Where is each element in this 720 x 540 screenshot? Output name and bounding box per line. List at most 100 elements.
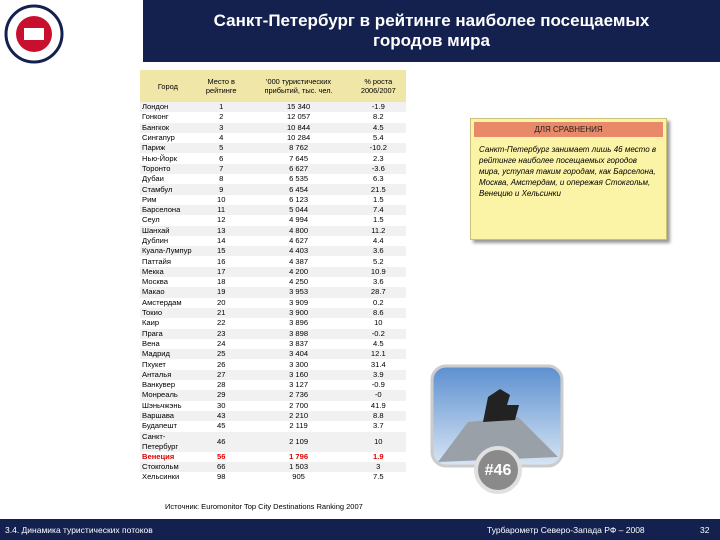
cell: 6 627 <box>246 163 351 175</box>
cell: 8.6 <box>350 307 406 319</box>
cell: 1.9 <box>373 451 384 461</box>
cell: Дубаи <box>142 174 164 184</box>
cell: 10 284 <box>286 133 311 143</box>
table-row: Шанхай 13 4 800 11.2 <box>140 225 406 236</box>
table-row: Париж 5 8 762 -10.2 <box>140 143 406 154</box>
cell: Варшава <box>140 410 196 422</box>
cell: 10.9 <box>350 266 406 278</box>
cell: 5 <box>195 143 247 154</box>
cell: 3 160 <box>246 369 351 381</box>
cell: 24 <box>216 338 226 348</box>
cell: Москва <box>142 277 168 287</box>
table-row: Анталья 27 3 160 3.9 <box>140 369 406 381</box>
cell: Лондон <box>140 102 196 113</box>
cell: 2.3 <box>373 153 384 163</box>
cell: 29 <box>195 390 247 401</box>
column-header: Место в рейтинге <box>195 70 247 102</box>
cell: Хельсинки <box>142 472 180 482</box>
cell: Нью-Йорк <box>142 153 177 163</box>
cell: 10 <box>350 431 406 452</box>
cell: 3 898 <box>246 328 351 339</box>
cell: 3 <box>350 461 406 473</box>
cell: 8.8 <box>350 410 406 422</box>
table-row: Паттайя 16 4 387 5.2 <box>140 256 406 266</box>
logo <box>4 4 64 64</box>
cell: -0.9 <box>371 380 385 390</box>
cell: 31.4 <box>370 359 386 369</box>
cell: 43 <box>195 410 247 422</box>
table-row: Дублин 14 4 627 4.4 <box>140 236 406 246</box>
table-row: Гонконг 2 12 057 8.2 <box>140 112 406 122</box>
cell: Паттайя <box>142 256 171 266</box>
photo: #46 <box>430 364 564 494</box>
ranking-table: Город Место в рейтинге '000 туристических … <box>140 70 406 482</box>
cell: 98 <box>216 472 226 482</box>
table-row: Монреаль 29 2 736 -0 <box>140 390 406 401</box>
cell: 25 <box>195 349 247 360</box>
cell: 14 <box>216 236 226 245</box>
cell: 21 <box>195 307 247 319</box>
cell: 2 109 <box>246 431 351 452</box>
cell: 8 <box>219 174 224 184</box>
cell: Анталья <box>140 369 196 381</box>
table-row: Амстердам 20 3 909 0.2 <box>140 298 406 308</box>
cell: 6 <box>219 153 224 163</box>
header: Санкт-Петербург в рейтинге наиболее посе… <box>143 0 720 62</box>
cell: 4 800 <box>246 225 351 236</box>
cell: Пхукет <box>142 359 166 369</box>
cell: 1 503 <box>246 461 351 473</box>
cell: 4 387 <box>289 256 309 266</box>
cell: 3 900 <box>246 307 351 319</box>
cell: Каир <box>142 318 160 328</box>
cell: 11.2 <box>350 225 406 236</box>
table-row: Куала-Лумпур 15 4 403 3.6 <box>140 246 406 257</box>
cell: 2 <box>219 112 224 122</box>
page-number: 32 <box>700 525 710 535</box>
cell: 26 <box>216 359 226 369</box>
cell: 3 909 <box>289 297 309 307</box>
cell: Будапешт <box>142 421 177 431</box>
cell: 4 250 <box>289 277 309 287</box>
table-row: Мекка 17 4 200 10.9 <box>140 266 406 278</box>
cell: 6 123 <box>289 194 309 204</box>
cell: Мадрид <box>140 349 196 360</box>
cell: 3 127 <box>289 380 309 390</box>
table-row: Венеция 56 1 796 1.9 <box>140 452 406 462</box>
cell: Вена <box>142 338 160 348</box>
table-row: Бангкок 3 10 844 4.5 <box>140 122 406 133</box>
table-row: Стокгольм 66 1 503 3 <box>140 461 406 473</box>
cell: 5.4 <box>373 133 384 143</box>
cell: 2 700 <box>289 400 309 410</box>
cell: Венеция <box>142 451 175 461</box>
comparison-box: ДЛЯ СРАВНЕНИЯ Санкт-Петербург занимает ли… <box>470 118 667 240</box>
cell: 8.2 <box>373 112 384 122</box>
cell: Париж <box>140 143 196 154</box>
table-row: Нью-Йорк 6 7 645 2.3 <box>140 153 406 163</box>
table-row: Сеул 12 4 994 1.5 <box>140 215 406 225</box>
cell: 10 <box>216 194 226 204</box>
cell: Торонто <box>140 163 196 175</box>
cell: 12 057 <box>286 112 311 122</box>
table-row: Рим 10 6 123 1.5 <box>140 195 406 205</box>
cell: Куала-Лумпур <box>140 246 196 257</box>
table-row: Хельсинки 98 905 7.5 <box>140 472 406 482</box>
cell: Шанхай <box>140 225 196 236</box>
cell: 5 044 <box>246 204 351 216</box>
cell: 0.2 <box>373 297 384 307</box>
cell: Амстердам <box>142 297 182 307</box>
section: 3.4. Динамика туристических потоков <box>5 525 153 535</box>
column-header: '000 туристических прибытий, тыс. чел. <box>246 70 351 102</box>
table-row: Вена 24 3 837 4.5 <box>140 339 406 349</box>
table-row: Пхукет 26 3 300 31.4 <box>140 359 406 369</box>
cell: 12 <box>216 215 226 225</box>
cell: 3 837 <box>289 338 309 348</box>
column-header: Город <box>140 70 196 102</box>
table-row: Варшава 43 2 210 8.8 <box>140 410 406 422</box>
table-row: Сингапур 4 10 284 5.4 <box>140 133 406 143</box>
cell: Сеул <box>142 215 160 225</box>
cell: 5.2 <box>373 256 384 266</box>
cell: 3 896 <box>289 318 309 328</box>
cell: 1.5 <box>373 194 384 204</box>
cell: Макао <box>140 287 196 298</box>
